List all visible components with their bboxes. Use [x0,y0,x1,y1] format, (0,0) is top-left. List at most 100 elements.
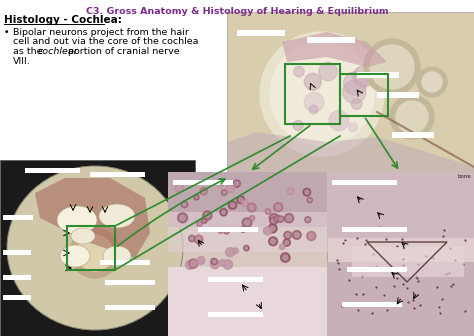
Bar [105,280,155,285]
Circle shape [310,105,318,114]
Circle shape [223,191,226,194]
Circle shape [203,219,206,222]
Polygon shape [35,178,150,258]
Circle shape [219,181,222,184]
Circle shape [319,62,337,81]
Circle shape [210,260,219,269]
Bar [198,227,258,232]
Bar [327,172,474,238]
Circle shape [224,229,229,234]
Bar [25,168,80,173]
Polygon shape [168,212,330,252]
Circle shape [265,209,271,214]
Bar [227,12,474,182]
Circle shape [279,217,282,221]
Circle shape [272,216,276,220]
Circle shape [221,190,227,195]
Circle shape [226,248,235,257]
Bar [285,64,340,124]
Circle shape [273,203,283,212]
Circle shape [283,255,288,260]
Circle shape [183,203,186,206]
Circle shape [213,262,217,266]
Circle shape [198,222,201,225]
Polygon shape [227,132,474,182]
Circle shape [303,188,311,196]
Circle shape [281,253,290,262]
Bar [3,275,31,280]
Circle shape [194,235,203,244]
Circle shape [212,260,215,263]
Polygon shape [168,267,330,336]
Circle shape [276,217,279,220]
Circle shape [274,215,281,222]
Circle shape [234,249,237,252]
Text: Bipolar neurons project from the hair: Bipolar neurons project from the hair [13,28,189,37]
Circle shape [203,211,212,220]
Circle shape [344,72,367,95]
Circle shape [309,234,314,238]
Circle shape [272,219,275,223]
Circle shape [197,221,202,226]
Circle shape [279,244,285,250]
Circle shape [77,235,113,271]
Circle shape [353,66,374,87]
Circle shape [226,184,235,193]
Circle shape [190,237,193,240]
Circle shape [218,227,224,233]
Circle shape [305,190,309,194]
Bar [342,302,402,307]
Circle shape [270,217,277,225]
Circle shape [185,260,194,269]
Circle shape [195,196,198,199]
Circle shape [271,239,275,244]
Bar [90,172,145,177]
Bar [327,172,474,336]
Circle shape [244,245,249,251]
Circle shape [220,209,227,216]
Circle shape [249,216,255,221]
Polygon shape [282,32,387,67]
Circle shape [396,101,428,133]
Circle shape [189,259,198,268]
Circle shape [351,99,362,110]
Circle shape [329,111,349,131]
Text: cell and out via the core of the cochlea: cell and out via the core of the cochlea [13,38,199,46]
Circle shape [242,228,245,231]
Circle shape [422,72,442,92]
Circle shape [177,186,182,190]
Circle shape [306,218,309,221]
Text: cochlear: cochlear [38,47,78,56]
Text: •: • [4,28,9,37]
Circle shape [228,201,237,209]
Circle shape [295,233,299,237]
Bar [327,262,474,336]
Circle shape [307,232,316,241]
Circle shape [228,250,232,254]
Circle shape [251,217,253,219]
Text: C3. Gross Anatomy & Histology of Hearing & Equilibrium: C3. Gross Anatomy & Histology of Hearing… [86,7,388,16]
Text: as the: as the [13,47,46,56]
Circle shape [225,230,228,233]
Circle shape [292,230,301,239]
Circle shape [284,232,292,239]
Circle shape [223,260,232,269]
Bar [347,267,407,272]
Circle shape [390,95,434,139]
Circle shape [304,73,321,90]
Bar [307,37,355,43]
Bar [357,72,399,78]
Circle shape [230,203,235,207]
Circle shape [175,183,183,192]
Ellipse shape [57,206,97,234]
Bar [105,305,155,310]
Circle shape [222,210,226,214]
Circle shape [286,233,290,237]
Circle shape [267,210,269,213]
Circle shape [210,258,216,264]
Circle shape [245,247,248,249]
Bar [237,30,285,36]
Circle shape [202,218,207,223]
Bar [3,295,31,300]
Circle shape [364,39,420,95]
